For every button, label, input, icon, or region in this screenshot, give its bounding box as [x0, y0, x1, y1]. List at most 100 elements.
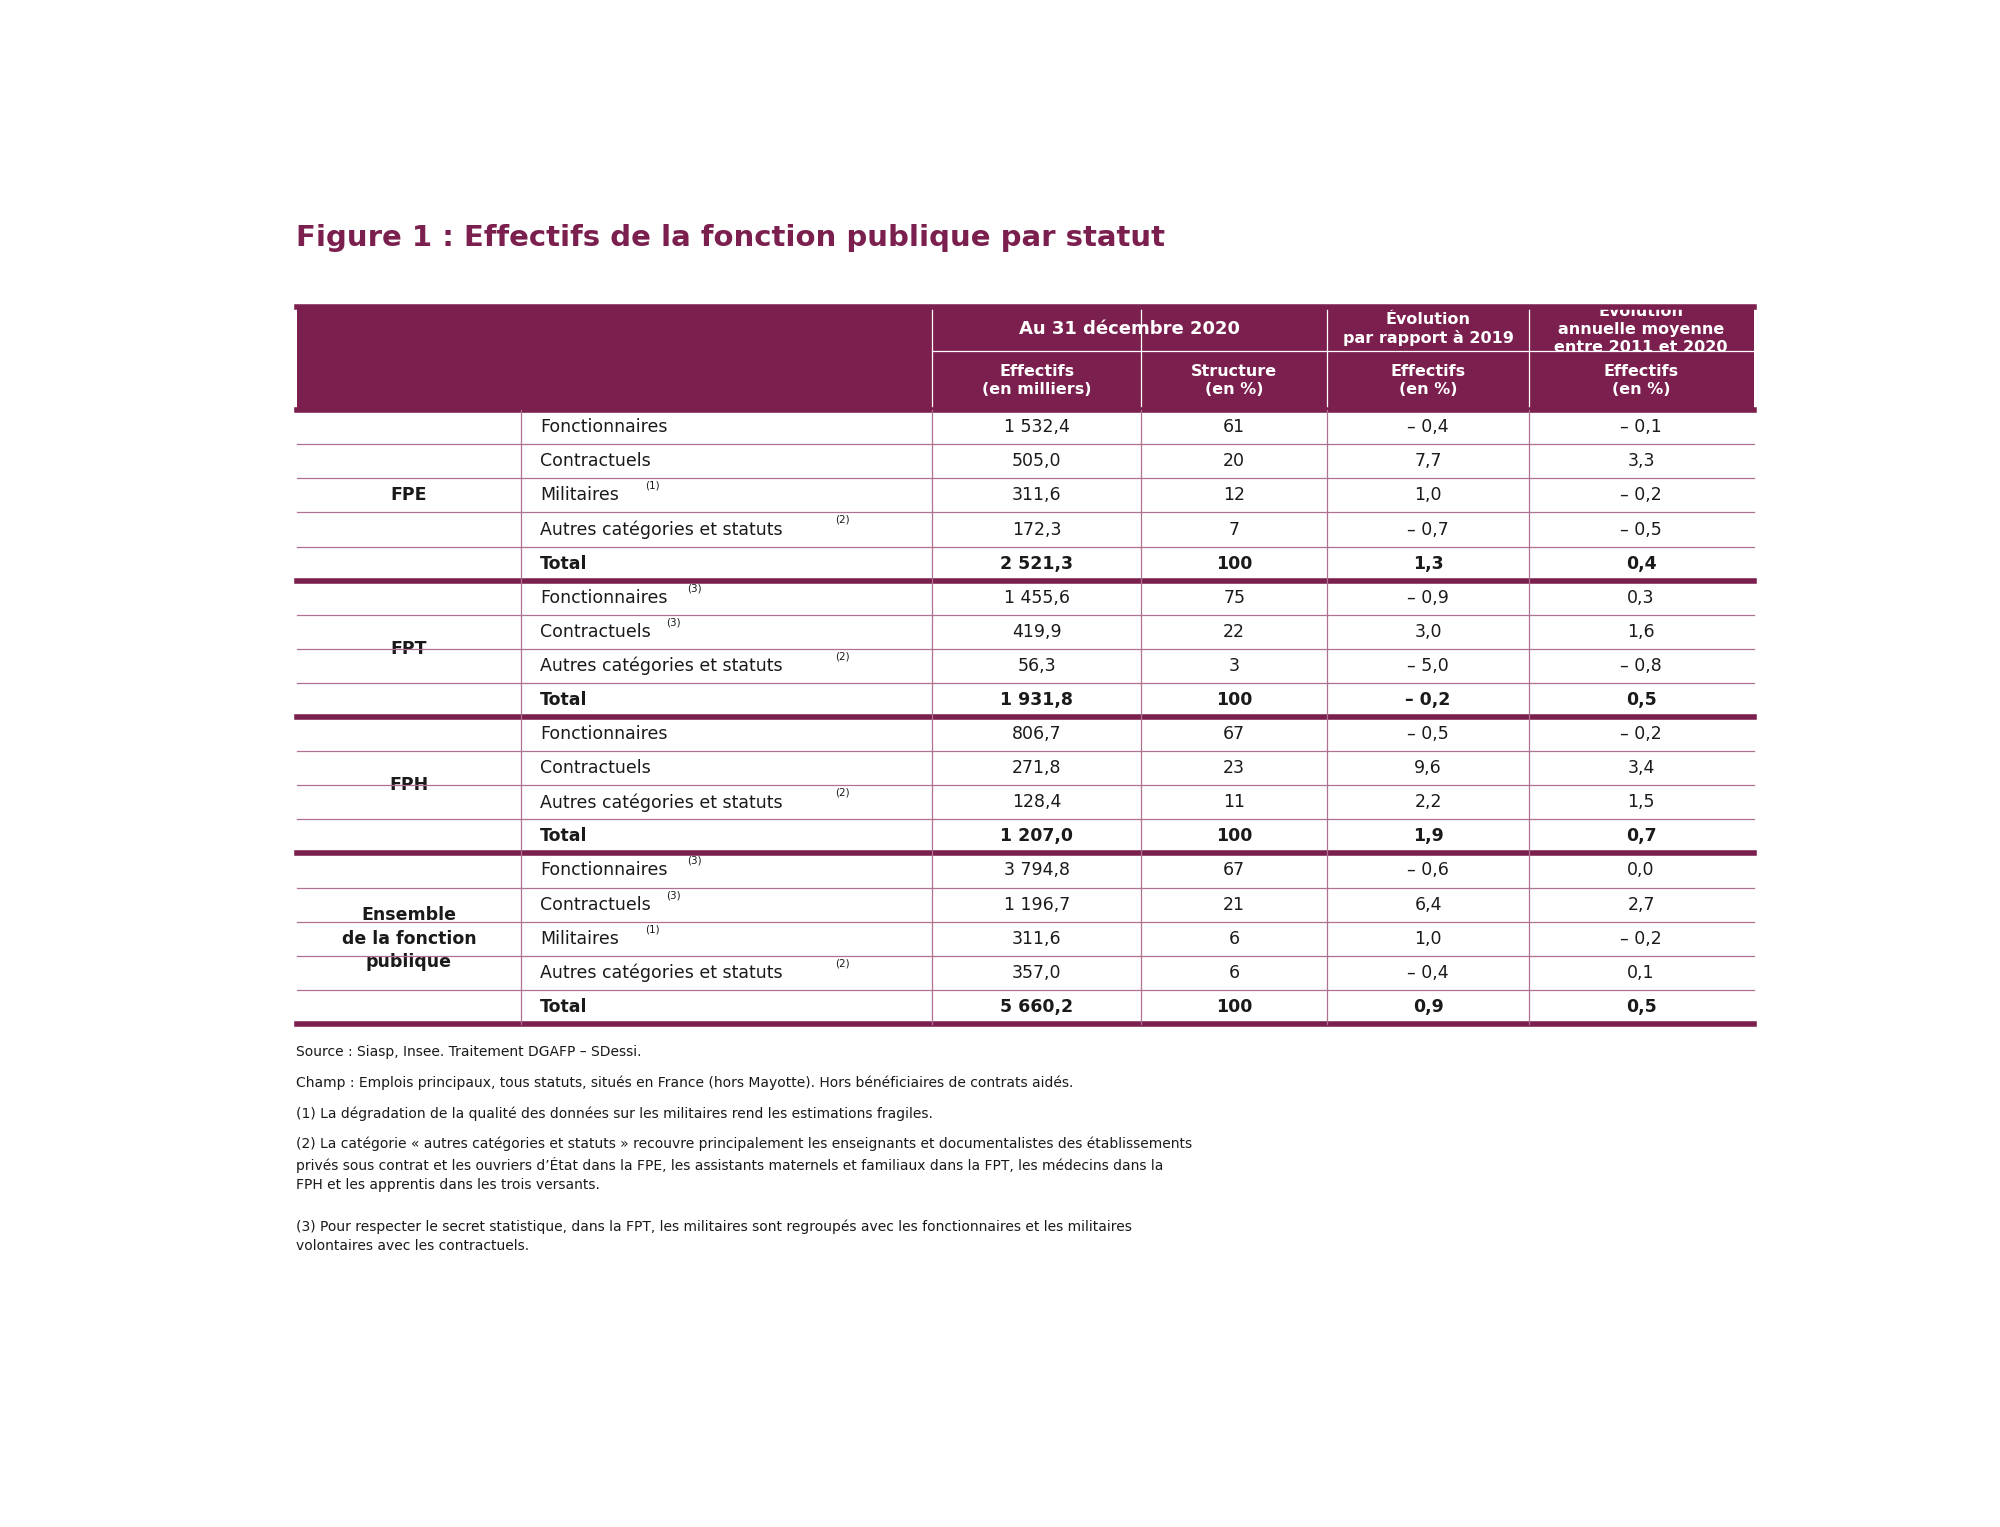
Text: 3,3: 3,3: [1628, 452, 1654, 470]
Text: Autres catégories et statuts: Autres catégories et statuts: [540, 657, 782, 675]
Text: Source : Siasp, Insee. Traitement DGAFP – SDessi.: Source : Siasp, Insee. Traitement DGAFP …: [296, 1044, 642, 1060]
Text: 1 207,0: 1 207,0: [1000, 828, 1074, 846]
Text: – 0,5: – 0,5: [1408, 725, 1448, 744]
Text: (2): (2): [834, 515, 850, 525]
Text: 12: 12: [1224, 487, 1246, 504]
Text: Effectifs
(en %): Effectifs (en %): [1390, 365, 1466, 397]
Text: (2): (2): [834, 788, 850, 797]
Text: Militaires: Militaires: [540, 930, 618, 948]
Text: 75: 75: [1224, 589, 1246, 606]
Text: (1): (1): [646, 924, 660, 935]
Text: 100: 100: [1216, 997, 1252, 1015]
Text: – 5,0: – 5,0: [1408, 657, 1448, 675]
Text: FPE: FPE: [390, 487, 428, 504]
Text: 2,2: 2,2: [1414, 794, 1442, 811]
Text: 67: 67: [1224, 725, 1246, 744]
Text: (3): (3): [688, 583, 702, 592]
Text: Figure 1 : Effectifs de la fonction publique par statut: Figure 1 : Effectifs de la fonction publ…: [296, 224, 1166, 252]
Text: Contractuels: Contractuels: [540, 623, 650, 641]
Text: FPT: FPT: [390, 640, 428, 658]
Text: Effectifs
(en milliers): Effectifs (en milliers): [982, 365, 1092, 397]
Text: 100: 100: [1216, 692, 1252, 709]
Text: Contractuels: Contractuels: [540, 452, 650, 470]
Text: (3): (3): [688, 857, 702, 866]
Text: Fonctionnaires: Fonctionnaires: [540, 589, 668, 606]
Text: 23: 23: [1224, 759, 1246, 777]
Text: – 0,4: – 0,4: [1408, 964, 1448, 982]
Text: – 0,2: – 0,2: [1620, 930, 1662, 948]
Text: Total: Total: [540, 554, 588, 573]
Text: 9,6: 9,6: [1414, 759, 1442, 777]
Text: – 0,2: – 0,2: [1620, 487, 1662, 504]
Text: 2,7: 2,7: [1628, 896, 1654, 913]
Text: Structure
(en %): Structure (en %): [1192, 365, 1278, 397]
Text: 806,7: 806,7: [1012, 725, 1062, 744]
Text: (3): (3): [666, 617, 680, 628]
Text: 0,4: 0,4: [1626, 554, 1656, 573]
Text: 100: 100: [1216, 828, 1252, 846]
Text: 21: 21: [1224, 896, 1246, 913]
Text: 22: 22: [1224, 623, 1246, 641]
Text: 128,4: 128,4: [1012, 794, 1062, 811]
Text: Ensemble
de la fonction
publique: Ensemble de la fonction publique: [342, 906, 476, 971]
Text: (1) La dégradation de la qualité des données sur les militaires rend les estimat: (1) La dégradation de la qualité des don…: [296, 1106, 934, 1121]
Text: – 0,4: – 0,4: [1408, 418, 1448, 437]
Text: – 0,7: – 0,7: [1408, 521, 1448, 539]
Text: (3): (3): [666, 890, 680, 899]
Text: 3: 3: [1228, 657, 1240, 675]
Text: 419,9: 419,9: [1012, 623, 1062, 641]
Text: 6,4: 6,4: [1414, 896, 1442, 913]
Text: Contractuels: Contractuels: [540, 759, 650, 777]
Text: Contractuels: Contractuels: [540, 896, 650, 913]
Text: 0,5: 0,5: [1626, 997, 1656, 1015]
Text: Évolution
par rapport à 2019: Évolution par rapport à 2019: [1342, 312, 1514, 347]
Text: 6: 6: [1228, 964, 1240, 982]
Text: Au 31 décembre 2020: Au 31 décembre 2020: [1020, 321, 1240, 337]
Text: 0,0: 0,0: [1628, 861, 1654, 880]
Text: 1 532,4: 1 532,4: [1004, 418, 1070, 437]
Text: 11: 11: [1224, 794, 1246, 811]
Text: 1,5: 1,5: [1628, 794, 1654, 811]
Text: 0,1: 0,1: [1628, 964, 1654, 982]
Text: 100: 100: [1216, 554, 1252, 573]
Text: 172,3: 172,3: [1012, 521, 1062, 539]
Text: Militaires: Militaires: [540, 487, 618, 504]
Text: Total: Total: [540, 692, 588, 709]
Text: – 0,5: – 0,5: [1620, 521, 1662, 539]
Text: 61: 61: [1224, 418, 1246, 437]
Text: Autres catégories et statuts: Autres catégories et statuts: [540, 521, 782, 539]
Text: 1,0: 1,0: [1414, 487, 1442, 504]
Text: – 0,2: – 0,2: [1406, 692, 1450, 709]
Text: Fonctionnaires: Fonctionnaires: [540, 725, 668, 744]
Text: Fonctionnaires: Fonctionnaires: [540, 418, 668, 437]
Text: (3) Pour respecter le secret statistique, dans la FPT, les militaires sont regro: (3) Pour respecter le secret statistique…: [296, 1219, 1132, 1252]
Text: Total: Total: [540, 997, 588, 1015]
Text: FPH: FPH: [390, 776, 428, 794]
Text: – 0,2: – 0,2: [1620, 725, 1662, 744]
Text: – 0,6: – 0,6: [1408, 861, 1448, 880]
Text: 3,0: 3,0: [1414, 623, 1442, 641]
Text: 67: 67: [1224, 861, 1246, 880]
Text: – 0,9: – 0,9: [1408, 589, 1448, 606]
Text: 311,6: 311,6: [1012, 930, 1062, 948]
Text: (2): (2): [834, 652, 850, 661]
Text: 3 794,8: 3 794,8: [1004, 861, 1070, 880]
Text: 1 455,6: 1 455,6: [1004, 589, 1070, 606]
Text: 1 931,8: 1 931,8: [1000, 692, 1074, 709]
Text: 0,7: 0,7: [1626, 828, 1656, 846]
Text: (2): (2): [834, 959, 850, 968]
Text: 20: 20: [1224, 452, 1246, 470]
Text: 1 196,7: 1 196,7: [1004, 896, 1070, 913]
Text: 357,0: 357,0: [1012, 964, 1062, 982]
Text: 7: 7: [1228, 521, 1240, 539]
Text: 1,9: 1,9: [1412, 828, 1444, 846]
Text: – 0,8: – 0,8: [1620, 657, 1662, 675]
Text: 3,4: 3,4: [1628, 759, 1654, 777]
Bar: [296, 307, 1754, 411]
Text: Fonctionnaires: Fonctionnaires: [540, 861, 668, 880]
Text: 56,3: 56,3: [1018, 657, 1056, 675]
Text: Autres catégories et statuts: Autres catégories et statuts: [540, 793, 782, 811]
Text: 0,9: 0,9: [1412, 997, 1444, 1015]
Text: 505,0: 505,0: [1012, 452, 1062, 470]
Text: Effectifs
(en %): Effectifs (en %): [1604, 365, 1678, 397]
